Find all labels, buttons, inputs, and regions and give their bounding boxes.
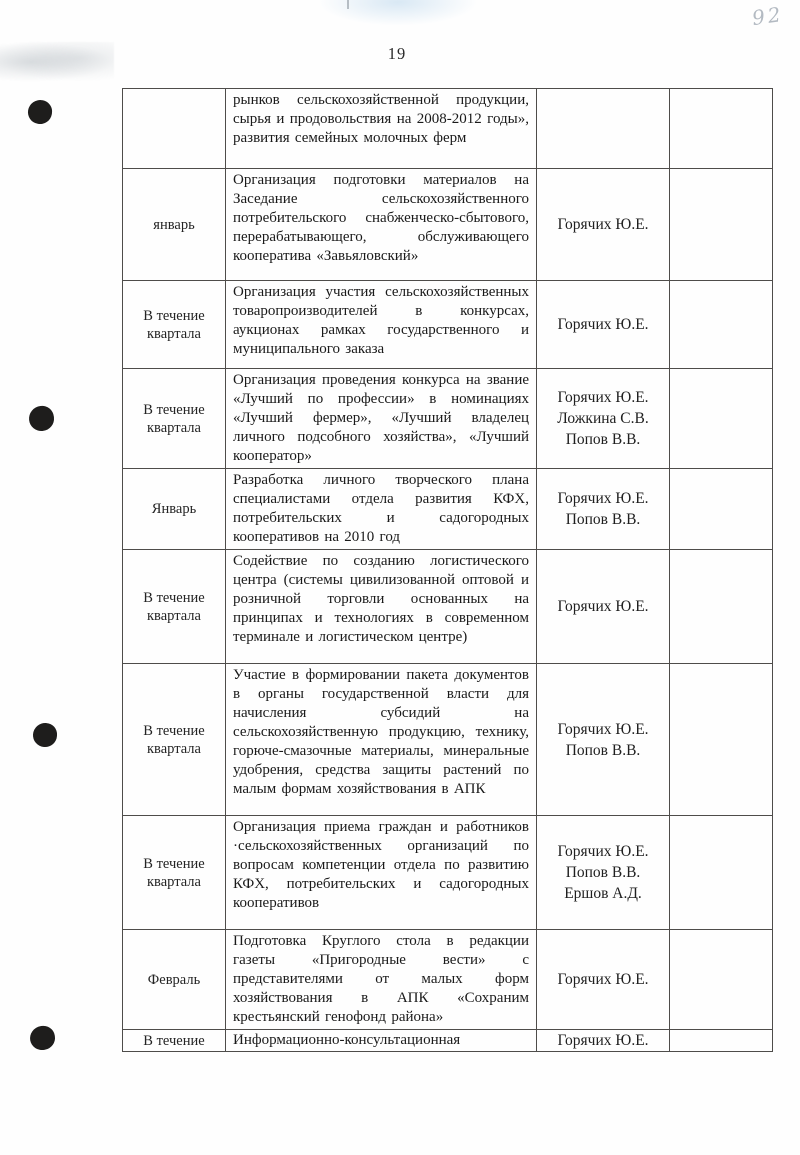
period-cell: Февраль: [122, 929, 226, 1030]
hole-punch-dot: [28, 1024, 57, 1052]
responsible-cell: Горячих Ю.Е.: [536, 168, 670, 281]
responsible-cell: Горячих Ю.Е. Попов В.В.: [536, 468, 670, 550]
responsible-cell: Горячих Ю.Е.: [536, 549, 670, 664]
task-cell: Организация приема граждан и работников …: [225, 815, 537, 930]
responsible-cell: [536, 88, 670, 169]
table-row: В течение квартала Участие в формировани…: [122, 663, 773, 816]
table-row: В течение Информационно-консультационная…: [122, 1029, 773, 1052]
table-row: В течение квартала Организация участия с…: [122, 280, 773, 369]
responsible-cell: Горячих Ю.Е.: [536, 280, 670, 369]
note-cell: [669, 468, 773, 550]
task-cell: Подготовка Круглого стола в редакции газ…: [225, 929, 537, 1030]
note-cell: [669, 168, 773, 281]
handwritten-mark: 92: [750, 1, 785, 31]
responsible-cell: Горячих Ю.Е.: [536, 1029, 670, 1052]
task-cell: Содействие по созданию логистического це…: [225, 549, 537, 664]
note-cell: [669, 88, 773, 169]
scan-smudge-topleft: [0, 42, 114, 82]
hole-punch-dot: [32, 722, 58, 748]
table-row: Февраль Подготовка Круглого стола в реда…: [122, 929, 773, 1030]
scan-smudge-topcenter: [318, 0, 478, 26]
responsible-cell: Горячих Ю.Е.: [536, 929, 670, 1030]
task-cell: Участие в формировании пакета документов…: [225, 663, 537, 816]
task-cell: Организация подготовки материалов на Зас…: [225, 168, 537, 281]
responsible-cell: Горячих Ю.Е. Попов В.В.: [536, 663, 670, 816]
period-cell: В течение квартала: [122, 549, 226, 664]
table-row: Январь Разработка личного творческого пл…: [122, 468, 773, 550]
note-cell: [669, 929, 773, 1030]
responsible-cell: Горячих Ю.Е. Попов В.В. Ершов А.Д.: [536, 815, 670, 930]
period-cell: [122, 88, 226, 169]
page-number: 19: [387, 44, 407, 63]
period-cell: Январь: [122, 468, 226, 550]
period-cell: В течение: [122, 1029, 226, 1052]
work-plan-table: рынков сельскохозяйственной продукции, с…: [122, 88, 773, 1052]
period-cell: В течение квартала: [122, 663, 226, 816]
table-row: В течение квартала Организация приема гр…: [122, 815, 773, 930]
task-cell: Информационно-консультационная: [225, 1029, 537, 1052]
task-cell: рынков сельскохозяйственной продукции, с…: [225, 88, 537, 169]
period-cell: В течение квартала: [122, 368, 226, 469]
note-cell: [669, 663, 773, 816]
table-row: январь Организация подготовки материалов…: [122, 168, 773, 281]
hole-punch-dot: [27, 404, 56, 433]
note-cell: [669, 1029, 773, 1052]
responsible-cell: Горячих Ю.Е. Ложкина С.В. Попов В.В.: [536, 368, 670, 469]
table-row: В течение квартала Организация проведени…: [122, 368, 773, 469]
note-cell: [669, 815, 773, 930]
note-cell: [669, 280, 773, 369]
note-cell: [669, 549, 773, 664]
task-cell: Организация проведения конкурса на звани…: [225, 368, 537, 469]
task-cell: Разработка личного творческого плана спе…: [225, 468, 537, 550]
period-cell: В течение квартала: [122, 815, 226, 930]
period-cell: январь: [122, 168, 226, 281]
hole-punch-dot: [26, 98, 54, 126]
task-cell: Организация участия сельскохозяйственных…: [225, 280, 537, 369]
period-cell: В течение квартала: [122, 280, 226, 369]
note-cell: [669, 368, 773, 469]
table-row: рынков сельскохозяйственной продукции, с…: [122, 88, 773, 169]
table-row: В течение квартала Содействие по создани…: [122, 549, 773, 664]
fold-mark: [347, 0, 349, 9]
